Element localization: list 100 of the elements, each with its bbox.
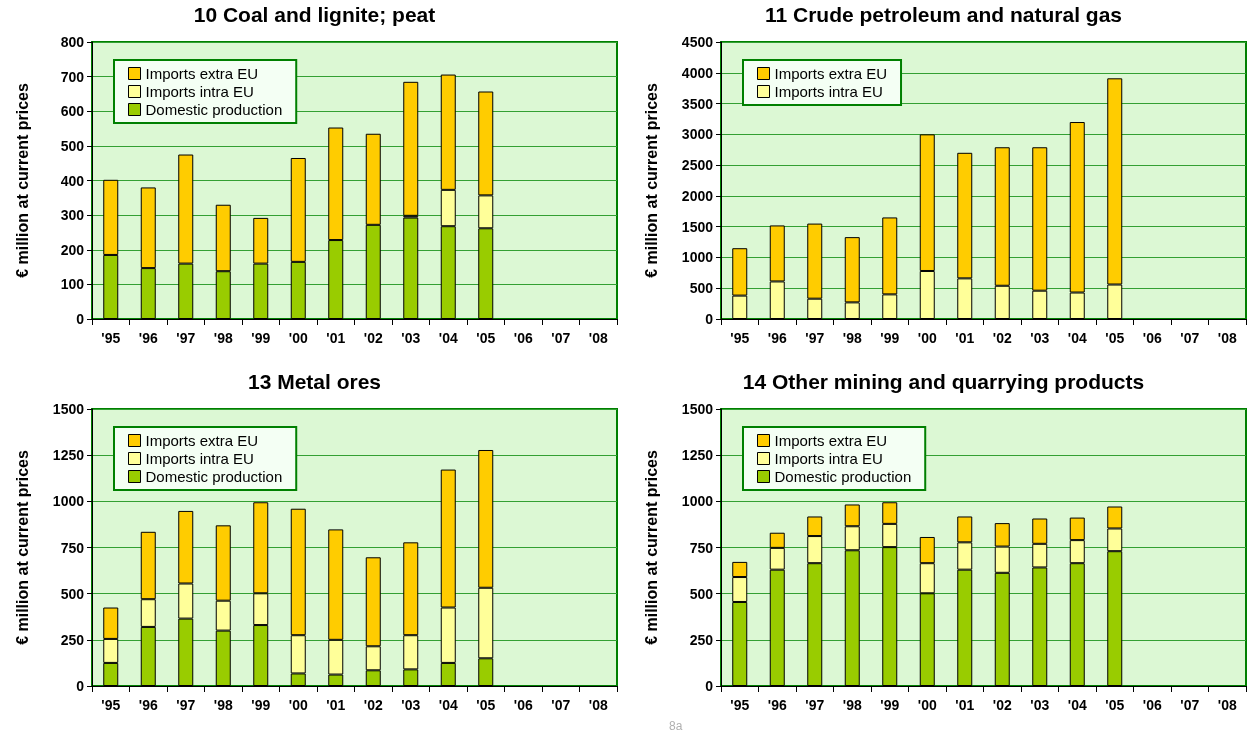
x-tick-label: '07: [551, 330, 571, 346]
x-tick-label: '04: [438, 697, 458, 713]
y-axis-title: € million at current prices: [642, 83, 660, 278]
y-tick-label: 3000: [681, 126, 714, 143]
x-tick-label: '98: [213, 697, 233, 713]
x-tick-label: '98: [213, 330, 233, 346]
legend-label: Imports intra EU: [145, 450, 254, 467]
y-tick-label: 3500: [681, 95, 714, 112]
y-tick-label: 1250: [52, 447, 85, 464]
x-tick-label: '02: [992, 330, 1012, 346]
x-tick-label: '03: [401, 330, 421, 346]
legend-label: Imports intra EU: [774, 83, 883, 100]
chart-title: 11 Crude petroleum and natural gas: [764, 3, 1123, 26]
legend-label: Domestic production: [145, 468, 283, 485]
x-tick-label: '03: [401, 697, 421, 713]
x-tick-label: '04: [1067, 330, 1087, 346]
legend-label: Imports intra EU: [145, 83, 254, 100]
x-tick-label: '00: [917, 330, 937, 346]
y-tick-label: 500: [689, 280, 714, 297]
y-tick-label: 1500: [681, 401, 714, 417]
x-tick-label: '95: [101, 330, 121, 346]
y-tick-label: 200: [60, 241, 85, 258]
x-tick-label: '08: [1217, 330, 1237, 346]
x-tick-label: '98: [842, 330, 862, 346]
chart-title: 14 Other mining and quarrying products: [742, 370, 1145, 393]
y-tick-label: 1250: [681, 447, 714, 464]
y-tick-label: 1000: [681, 249, 714, 266]
y-tick-label: 0: [76, 678, 85, 694]
x-tick-label: '07: [1180, 697, 1200, 713]
x-tick-label: '08: [588, 697, 608, 713]
x-tick-label: '00: [917, 697, 937, 713]
y-axis-title: € million at current prices: [642, 450, 660, 645]
y-tick-label: 4500: [681, 34, 714, 50]
y-tick-label: 1000: [52, 493, 85, 510]
x-tick-label: '96: [767, 330, 787, 346]
y-tick-label: 1500: [681, 218, 714, 235]
x-tick-label: '05: [476, 330, 496, 346]
y-tick-label: 750: [60, 539, 85, 556]
x-tick-label: '99: [251, 697, 271, 713]
x-tick-label: '06: [513, 697, 533, 713]
legend-label: Imports extra EU: [774, 432, 888, 449]
x-tick-label: '98: [842, 697, 862, 713]
x-tick-label: '02: [992, 697, 1012, 713]
legend-label: Domestic production: [145, 101, 283, 118]
y-tick-label: 800: [60, 34, 85, 50]
y-tick-label: 700: [60, 68, 85, 85]
y-tick-label: 250: [689, 631, 714, 648]
x-tick-label: '97: [805, 330, 825, 346]
x-tick-label: '06: [1142, 697, 1162, 713]
y-axis-title: € million at current prices: [13, 83, 31, 278]
x-tick-label: '01: [326, 330, 346, 346]
x-tick-label: '00: [288, 697, 308, 713]
y-tick-label: 500: [60, 585, 85, 602]
y-tick-label: 100: [60, 276, 85, 293]
x-tick-label: '08: [588, 330, 608, 346]
text: 8a: [669, 719, 683, 733]
y-tick-label: 2000: [681, 187, 714, 204]
x-tick-label: '96: [767, 697, 787, 713]
x-tick-label: '08: [1217, 697, 1237, 713]
x-tick-label: '99: [880, 697, 900, 713]
x-tick-label: '05: [476, 697, 496, 713]
legend-label: Imports extra EU: [145, 432, 259, 449]
x-tick-label: '95: [101, 697, 121, 713]
x-tick-label: '95: [730, 697, 750, 713]
x-tick-label: '05: [1105, 330, 1125, 346]
x-tick-label: '97: [176, 330, 196, 346]
y-tick-label: 750: [689, 539, 714, 556]
y-tick-label: 4000: [681, 64, 714, 81]
bar: [403, 81, 419, 216]
x-tick-label: '03: [1030, 330, 1050, 346]
chart-title: 10 Coal and lignite; peat: [193, 3, 436, 26]
y-tick-label: 0: [76, 311, 85, 327]
x-tick-label: '04: [438, 330, 458, 346]
y-tick-label: 500: [60, 137, 85, 154]
legend-label: Imports extra EU: [145, 65, 259, 82]
x-tick-label: '95: [730, 330, 750, 346]
y-tick-label: 500: [689, 585, 714, 602]
legend-label: Domestic production: [774, 468, 912, 485]
x-tick-label: '96: [138, 697, 158, 713]
y-tick-label: 400: [60, 172, 85, 189]
x-tick-label: '07: [1180, 330, 1200, 346]
x-tick-label: '97: [805, 697, 825, 713]
x-tick-label: '96: [138, 330, 158, 346]
legend-label: Imports extra EU: [774, 65, 888, 82]
y-tick-label: 2500: [681, 157, 714, 174]
x-tick-label: '01: [326, 697, 346, 713]
x-tick-label: '99: [880, 330, 900, 346]
y-tick-label: 1500: [52, 401, 85, 417]
y-tick-label: 0: [705, 311, 714, 327]
x-tick-label: '07: [551, 697, 571, 713]
y-tick-label: 600: [60, 103, 85, 120]
x-tick-label: '06: [513, 330, 533, 346]
y-tick-label: 0: [705, 678, 714, 694]
y-axis-title: € million at current prices: [13, 450, 31, 645]
legend-label: Imports intra EU: [774, 450, 883, 467]
x-tick-label: '00: [288, 330, 308, 346]
x-tick-label: '01: [955, 330, 975, 346]
y-tick-label: 250: [60, 631, 85, 648]
x-tick-label: '06: [1142, 330, 1162, 346]
x-tick-label: '02: [363, 697, 383, 713]
